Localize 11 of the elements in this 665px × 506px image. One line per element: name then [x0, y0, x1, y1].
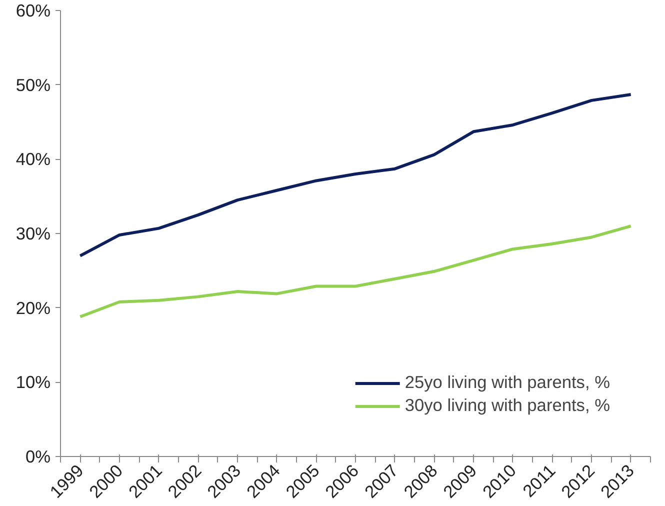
legend-label: 30yo living with parents, % — [404, 395, 610, 416]
y-tick-label: 20% — [16, 298, 51, 318]
y-tick-label: 30% — [16, 224, 51, 244]
line-series — [78, 92, 632, 258]
y-tick-label: 0% — [25, 446, 50, 466]
y-tick-label: 10% — [16, 372, 51, 392]
line-series — [78, 224, 632, 318]
y-tick-label: 40% — [16, 149, 51, 170]
legend-label: 25yo living with parents, % — [404, 372, 610, 393]
y-tick-label: 60% — [16, 0, 51, 20]
y-tick-label: 50% — [16, 74, 51, 95]
